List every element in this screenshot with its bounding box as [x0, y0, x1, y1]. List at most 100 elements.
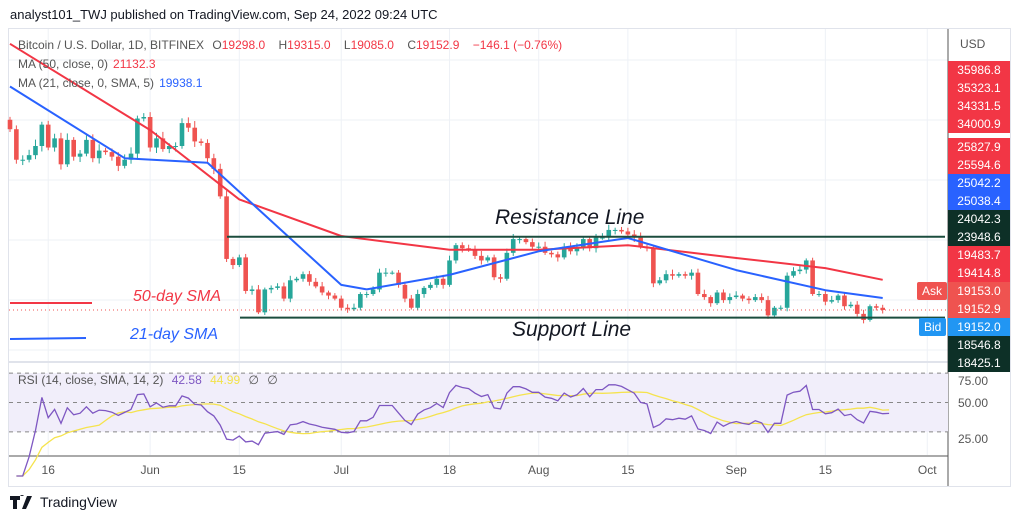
candle-body: [402, 284, 408, 299]
price-tag: 25827.9: [948, 138, 1010, 156]
candle-body: [485, 257, 491, 261]
candle-body: [434, 278, 440, 285]
rsi-band: [9, 373, 948, 432]
candle-body: [33, 145, 38, 156]
candle-body: [651, 248, 656, 284]
candle-body: [364, 294, 370, 296]
candle-body: [778, 307, 784, 309]
candle-body: [122, 159, 127, 166]
candle-body: [294, 278, 299, 281]
rsi-legend[interactable]: RSI (14, close, SMA, 14, 2) 42.58 44.99 …: [18, 373, 278, 387]
candle-body: [733, 295, 739, 298]
time-tick: 15: [621, 463, 635, 477]
candle-body: [510, 239, 516, 253]
candle-body: [752, 297, 758, 301]
candle-body: [459, 245, 465, 249]
candle-body: [135, 118, 140, 154]
candle-body: [103, 150, 108, 153]
ma21-line: [9, 85, 883, 299]
candle-body: [275, 286, 280, 288]
candle-body: [326, 292, 331, 296]
time-tick: Oct: [917, 463, 937, 477]
candle-body: [115, 156, 121, 166]
candle-body: [428, 284, 433, 288]
candle-body: [689, 272, 694, 276]
candle-body: [319, 286, 325, 293]
price-tag: 25038.4: [948, 192, 1010, 210]
change-value: −146.1 (−0.76%): [472, 38, 563, 52]
candle-body: [147, 117, 153, 148]
candle-body: [351, 307, 357, 310]
candle-body: [842, 295, 847, 307]
ma50-legend[interactable]: MA (50, close, 0) 21132.3: [18, 57, 156, 71]
tradingview-logo[interactable]: TradingView: [10, 494, 117, 510]
candle-body: [243, 257, 248, 291]
candle-body: [549, 252, 554, 255]
candle-body: [561, 246, 567, 258]
close-value: 19152.9: [415, 38, 460, 52]
price-tag: 23948.6: [948, 228, 1010, 246]
candle-body: [682, 274, 688, 276]
candle-body: [440, 278, 446, 285]
candle-body: [823, 294, 828, 302]
price-tag: 18425.1: [948, 354, 1010, 372]
price-tag: 25042.2: [948, 174, 1010, 192]
time-tick: Jul: [333, 463, 349, 477]
open-value: 19298.0: [221, 38, 266, 52]
candle-body: [835, 295, 841, 301]
candle-body: [65, 139, 70, 165]
candle-body: [281, 286, 287, 299]
candle-body: [867, 306, 873, 320]
candle-body: [676, 274, 682, 276]
price-tag: 35986.8: [948, 61, 1010, 79]
price-tag: 19153.0: [948, 282, 1010, 300]
sma50-annotation: 50-day SMA: [133, 288, 222, 305]
candle-body: [854, 304, 860, 314]
candle-body: [606, 229, 612, 238]
price-tag: 18546.8: [948, 336, 1010, 354]
candle-body: [625, 231, 631, 235]
candle-body: [205, 142, 210, 159]
candle-body: [287, 280, 293, 299]
rsi-value: 42.58: [171, 373, 202, 387]
rsi-tick: 50.00: [958, 396, 989, 410]
price-tag: 19414.8: [948, 264, 1010, 282]
candle-body: [479, 255, 484, 261]
candle-body: [880, 307, 885, 310]
moving-averages: [9, 42, 883, 340]
candle-body: [383, 272, 389, 274]
time-tick: Sep: [725, 463, 747, 477]
candle-body: [173, 145, 178, 147]
candle-body: [26, 155, 32, 160]
price-tag: 25594.6: [948, 156, 1010, 174]
candle-body: [370, 289, 376, 295]
candle-body: [230, 258, 236, 266]
candle-body: [186, 123, 191, 128]
candle-body: [740, 295, 745, 299]
candle-body: [517, 239, 522, 241]
price-tag: 34331.5: [948, 97, 1010, 115]
candle-body: [211, 158, 217, 169]
currency-label[interactable]: USD: [960, 37, 986, 51]
candle-body: [555, 254, 561, 258]
ma21-legend[interactable]: MA (21, close, 0, SMA, 5) 19938.1: [18, 76, 203, 90]
candle-body: [237, 257, 242, 266]
candle-body: [797, 269, 803, 272]
low-value: 19085.0: [350, 38, 394, 52]
candle-body: [96, 150, 102, 159]
price-tag: 35323.1: [948, 79, 1010, 97]
candle-body: [307, 274, 312, 282]
candle-body: [409, 298, 414, 308]
candle-body: [530, 242, 535, 247]
candle-body: [612, 229, 618, 231]
time-tick: 15: [232, 463, 246, 477]
symbol-name[interactable]: Bitcoin / U.S. Dollar, 1D, BITFINEX: [18, 38, 205, 52]
candle-body: [784, 275, 790, 308]
time-tick: 15: [818, 463, 833, 477]
candle-body: [472, 249, 478, 256]
candle-body: [52, 138, 57, 148]
candle-body: [523, 239, 529, 243]
time-tick: 16: [41, 463, 55, 477]
candle-body: [536, 246, 542, 248]
